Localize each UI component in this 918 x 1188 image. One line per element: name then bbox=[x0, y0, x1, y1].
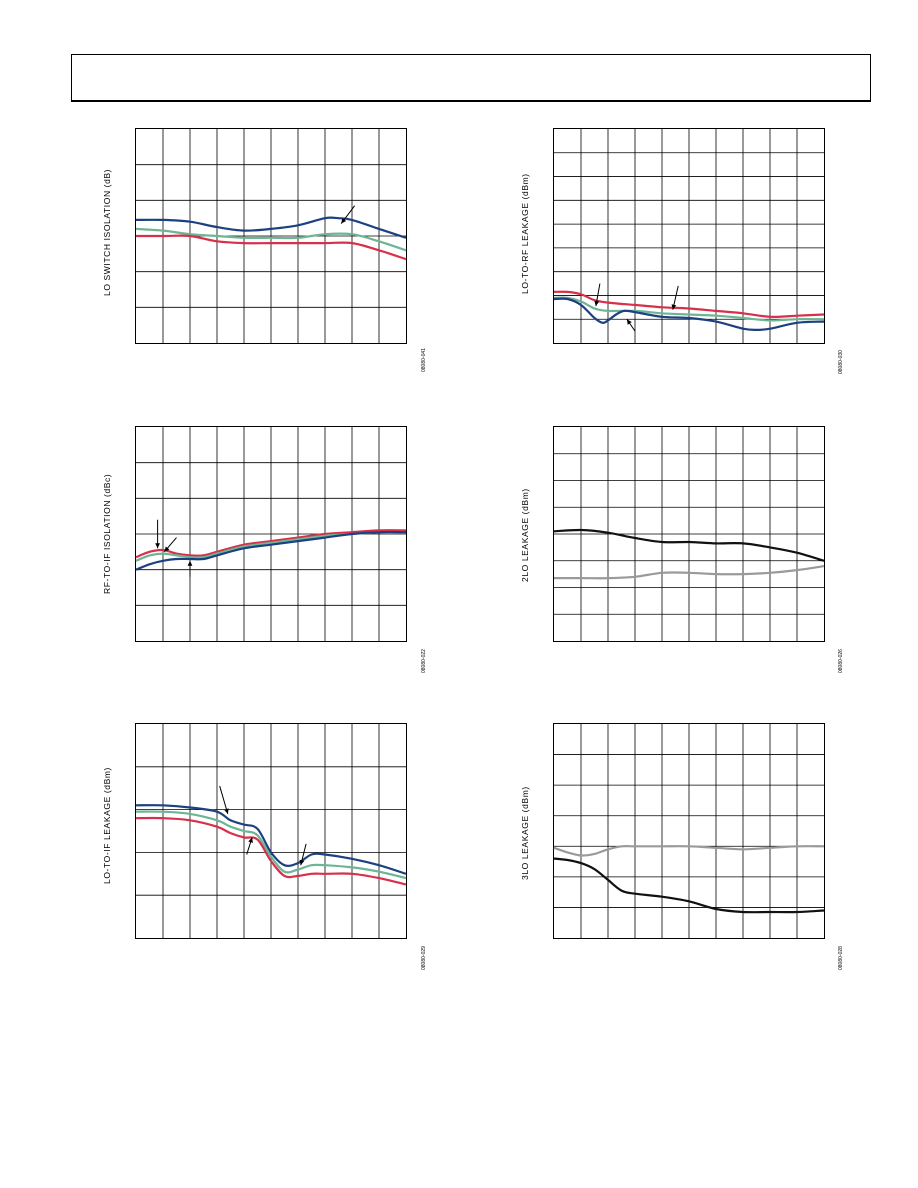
series-line-red bbox=[135, 529, 407, 559]
chart-c2-ylabel: LO-TO-RF LEAKAGE (dBm) bbox=[520, 173, 530, 294]
chart-c2-svg bbox=[553, 129, 825, 343]
chart-lo-switch-isolation bbox=[135, 128, 407, 344]
annotation-arrow bbox=[219, 785, 229, 815]
chart-rf-to-if-isolation bbox=[135, 426, 407, 642]
chart-c4-figure-id: 08080-026 bbox=[838, 649, 844, 673]
chart-c2-figure-id: 08080-030 bbox=[838, 350, 844, 374]
annotation-arrow bbox=[246, 837, 253, 855]
series-line-red bbox=[135, 816, 407, 886]
series-line-navy bbox=[135, 216, 407, 239]
annotation-arrow bbox=[163, 537, 177, 553]
chart-c3-ylabel: RF-TO-IF ISOLATION (dBc) bbox=[102, 473, 112, 594]
chart-lo-to-if-leakage bbox=[135, 723, 407, 939]
chart-c1-svg bbox=[135, 129, 407, 343]
annotation-arrow bbox=[187, 560, 193, 577]
series-line-black bbox=[553, 528, 825, 562]
annotation-arrow bbox=[155, 519, 160, 549]
chart-c1-ylabel: LO SWITCH ISOLATION (dB) bbox=[102, 168, 112, 296]
chart-c1-figure-id: 08080-041 bbox=[421, 348, 427, 372]
chart-c6-figure-id: 08080-028 bbox=[838, 946, 844, 970]
chart-c5-figure-id: 08080-029 bbox=[421, 946, 427, 970]
series-line-navy bbox=[135, 530, 407, 571]
chart-2lo-leakage bbox=[553, 426, 825, 642]
series-line-black bbox=[553, 857, 825, 914]
chart-c5-ylabel: LO-TO-IF LEAKAGE (dBm) bbox=[102, 767, 112, 884]
annotation-arrow bbox=[299, 843, 307, 866]
chart-c3-figure-id: 08080-022 bbox=[421, 649, 427, 673]
series-line-red bbox=[553, 290, 825, 318]
annotation-arrow bbox=[671, 285, 679, 310]
chart-c4-ylabel: 2LO LEAKAGE (dBm) bbox=[520, 488, 530, 582]
series-line-navy bbox=[135, 804, 407, 875]
chart-c4-svg bbox=[553, 427, 825, 641]
chart-c6-svg bbox=[553, 724, 825, 938]
series-line-red bbox=[136, 234, 407, 261]
chart-c5-svg bbox=[135, 724, 407, 938]
chart-c3-svg bbox=[135, 427, 407, 641]
series-line-teal bbox=[553, 296, 825, 322]
chart-c6-ylabel: 3LO LEAKAGE (dBm) bbox=[520, 786, 530, 880]
series-line-gray bbox=[553, 565, 825, 580]
annotation-arrow bbox=[594, 283, 601, 307]
series-line-teal bbox=[135, 810, 407, 880]
series-line-navy bbox=[553, 297, 825, 332]
annotation-arrow bbox=[340, 205, 356, 224]
annotation-arrow bbox=[626, 318, 636, 332]
chart-lo-to-rf-leakage bbox=[553, 128, 825, 344]
series-line-teal bbox=[135, 227, 407, 252]
series-line-gray bbox=[553, 844, 825, 857]
page-header-box bbox=[71, 54, 871, 102]
chart-3lo-leakage bbox=[553, 723, 825, 939]
